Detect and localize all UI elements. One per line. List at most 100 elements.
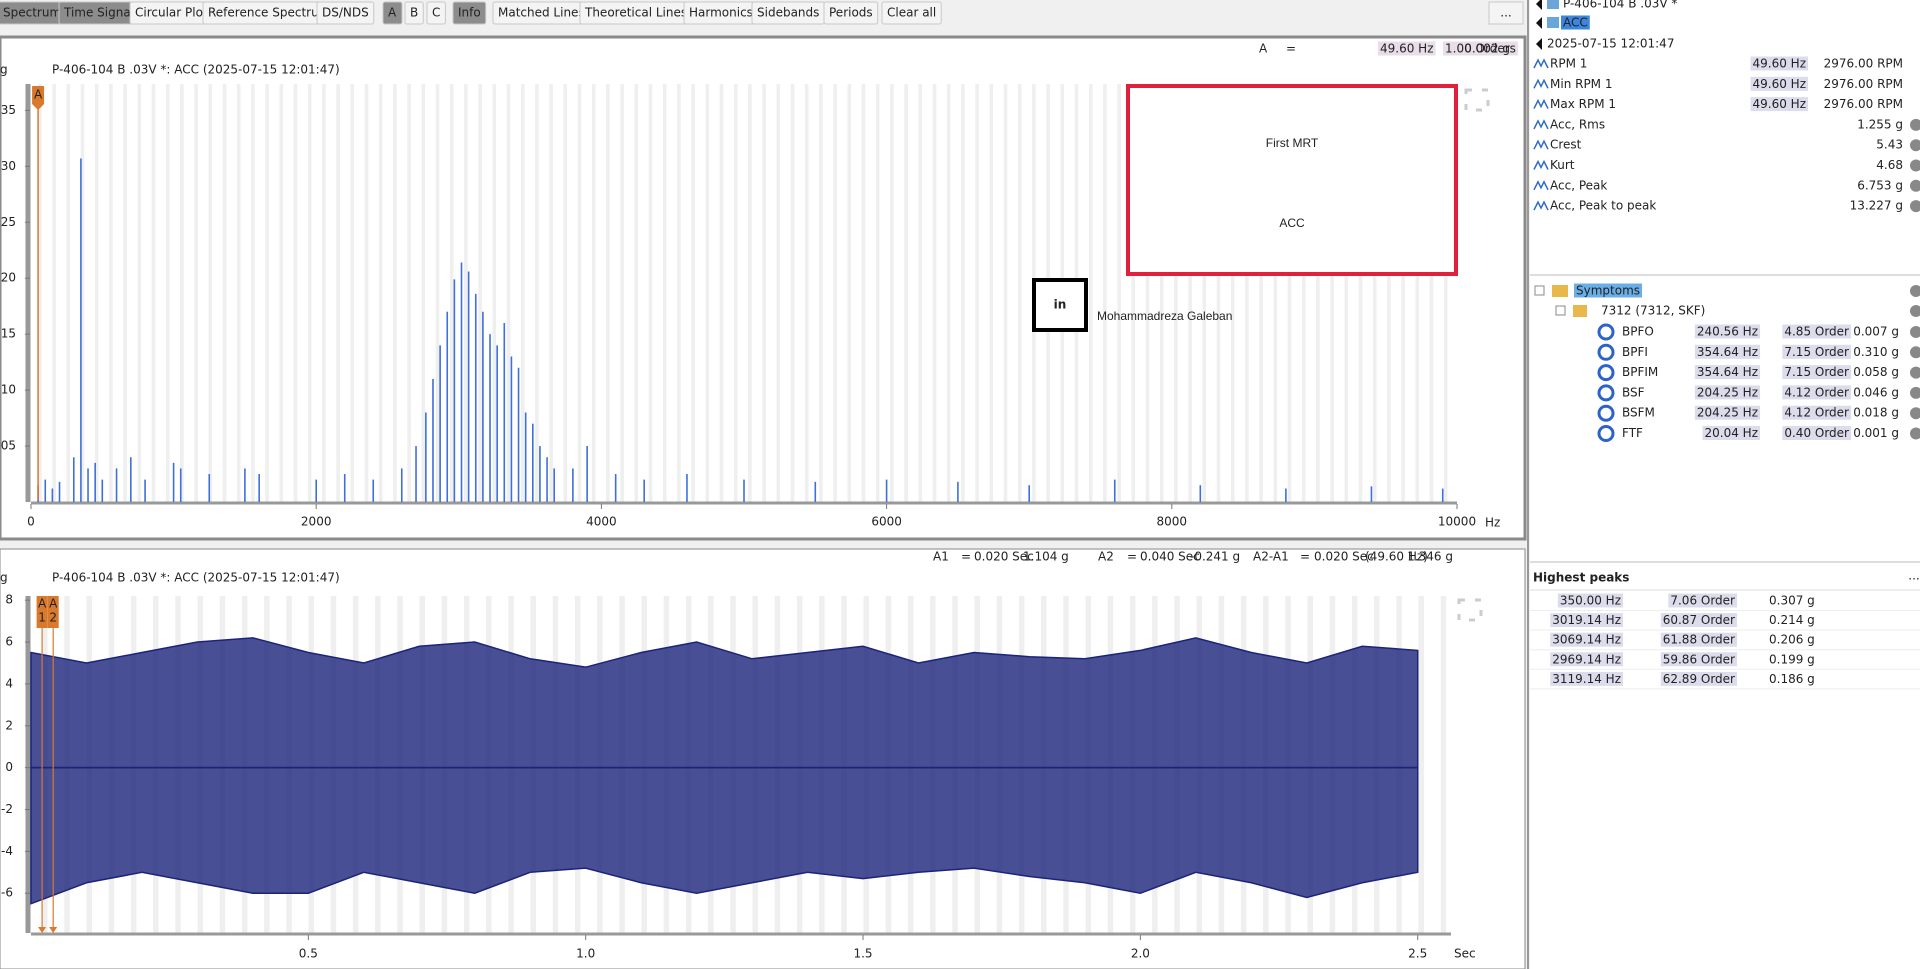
value-chip <box>1750 76 1808 91</box>
harmonic-stripe <box>1245 84 1249 502</box>
symptom-icon <box>1597 364 1615 382</box>
harmonic-stripe <box>492 84 497 502</box>
toolbar-button-label[interactable]: Harmonics <box>689 6 753 20</box>
toolbar-button-label[interactable]: Reference Spectrum <box>208 6 330 20</box>
toolbar-button-label[interactable]: A <box>388 6 397 20</box>
status-dot <box>1910 159 1920 172</box>
row-icon <box>1533 159 1549 170</box>
y-tick-label: 0.25 <box>0 215 16 229</box>
harmonic-stripe <box>194 84 198 502</box>
peak-cell: 3119.14 Hz <box>1552 672 1621 686</box>
harmonic-stripe <box>890 84 894 502</box>
x-tick-label: 1.5 <box>853 947 872 961</box>
harmonic-stripe <box>648 84 653 502</box>
harmonic-stripe <box>918 84 923 502</box>
toolbar-more[interactable]: ... <box>1500 6 1511 20</box>
peak-cell: 0.307 g <box>1769 594 1815 608</box>
symptom-cell: 7.15 Order <box>1784 365 1849 379</box>
symptom-cell: BSFM <box>1622 406 1655 420</box>
harmonic-stripe <box>591 84 596 502</box>
symptom-icon <box>1597 404 1615 422</box>
status-dot <box>1910 179 1920 192</box>
toolbar-button-label[interactable]: C <box>432 6 440 20</box>
harmonic-stripe <box>208 84 213 502</box>
value-chip <box>1782 365 1852 380</box>
toolbar-button-label[interactable]: Spectrum <box>3 6 61 20</box>
toolbar-button[interactable] <box>316 1 375 25</box>
cursor-readout: A2 <box>1098 550 1114 564</box>
peak-cell: 61.88 Order <box>1663 633 1735 647</box>
harmonic-stripe <box>1358 84 1363 502</box>
harmonic-stripe <box>279 84 284 502</box>
harmonic-stripe <box>251 84 255 502</box>
cursor-readout: 0.020 Sec <box>974 550 1034 564</box>
side-panel <box>1530 0 1920 969</box>
harmonic-stripe <box>691 84 695 502</box>
tree-toggle <box>1534 285 1545 296</box>
cursor-readout: -0.241 g <box>1190 550 1240 564</box>
y-tick-label: 0.10 <box>0 383 16 397</box>
tree-icon <box>1547 17 1559 28</box>
toolbar-more-button[interactable] <box>1488 1 1524 25</box>
harmonic-stripe <box>1117 84 1121 502</box>
peak-cell: 2969.14 Hz <box>1552 652 1621 666</box>
peak-cell: 59.86 Order <box>1663 652 1735 666</box>
toolbar-button-label[interactable]: Periods <box>829 6 873 20</box>
status-dot <box>1910 346 1920 359</box>
value-chip <box>1550 632 1623 647</box>
symptom-cell: BPFIM <box>1622 365 1658 379</box>
harmonic-stripe <box>1145 84 1150 502</box>
row-icon <box>1533 200 1549 211</box>
symptom-cell: 0.001 g <box>1853 426 1899 440</box>
harmonic-stripe <box>1216 84 1221 502</box>
tree-node: Symptoms <box>1576 284 1640 298</box>
cursor-readout: 0.040 Sec <box>1140 550 1200 564</box>
x-unit: Sec <box>1454 947 1476 961</box>
toolbar-button[interactable] <box>426 1 446 25</box>
toolbar-button-label[interactable]: Matched Lines <box>498 6 585 20</box>
symptom-cell: 354.64 Hz <box>1697 345 1758 359</box>
toolbar-button-label[interactable]: Circular Plot <box>135 6 208 20</box>
harmonic-stripe <box>776 84 781 502</box>
harmonic-stripe <box>464 84 468 502</box>
symptom-cell: 0.007 g <box>1853 325 1899 339</box>
status-dot <box>1910 407 1920 420</box>
harmonic-stripe <box>577 84 582 502</box>
toolbar-button[interactable] <box>881 1 942 25</box>
toolbar-button[interactable] <box>382 1 403 25</box>
toolbar-button[interactable] <box>823 1 879 25</box>
harmonic-stripe <box>307 84 312 502</box>
harmonic-stripe <box>1330 84 1334 502</box>
value-chip <box>1694 324 1760 339</box>
toolbar-button-label[interactable]: Theoretical Lines <box>584 6 687 20</box>
folder-icon <box>1552 285 1568 297</box>
peak-cell: 0.206 g <box>1769 633 1815 647</box>
symptom-cell: 4.85 Order <box>1784 325 1849 339</box>
value-chip <box>1557 593 1623 608</box>
harmonic-stripe <box>932 84 937 502</box>
cursor-flag <box>36 596 48 628</box>
x-tick-label: 0 <box>27 515 35 529</box>
toolbar-button-label[interactable]: Sidebands <box>757 6 819 20</box>
toolbar-button-label[interactable]: Time Signal <box>63 6 134 20</box>
tree-arrow <box>1536 17 1542 29</box>
peak-cell: 62.89 Order <box>1663 672 1735 686</box>
section-more[interactable]: ... <box>1908 569 1919 583</box>
y-unit: g <box>0 63 8 77</box>
toolbar-button-label[interactable]: Info <box>458 6 481 20</box>
toolbar-button[interactable] <box>404 1 424 25</box>
linkedin-glyph: in <box>1054 298 1067 312</box>
value-chip <box>1702 426 1760 440</box>
cursor-readout: = <box>1300 550 1310 564</box>
toolbar-button[interactable] <box>452 1 487 25</box>
toolbar-button-label[interactable]: B <box>410 6 418 20</box>
harmonic-stripe <box>66 84 71 502</box>
toolbar-button-label[interactable]: DS/NDS <box>322 6 369 20</box>
selection-highlight <box>1561 15 1590 30</box>
cursor-readout: (49.60 Hz) <box>1365 550 1428 564</box>
peak-cell: 3019.14 Hz <box>1552 613 1621 627</box>
cursor-readout: A <box>1259 42 1268 56</box>
toolbar-button-label[interactable]: Clear all <box>887 6 936 20</box>
harmonic-stripe <box>748 84 752 502</box>
